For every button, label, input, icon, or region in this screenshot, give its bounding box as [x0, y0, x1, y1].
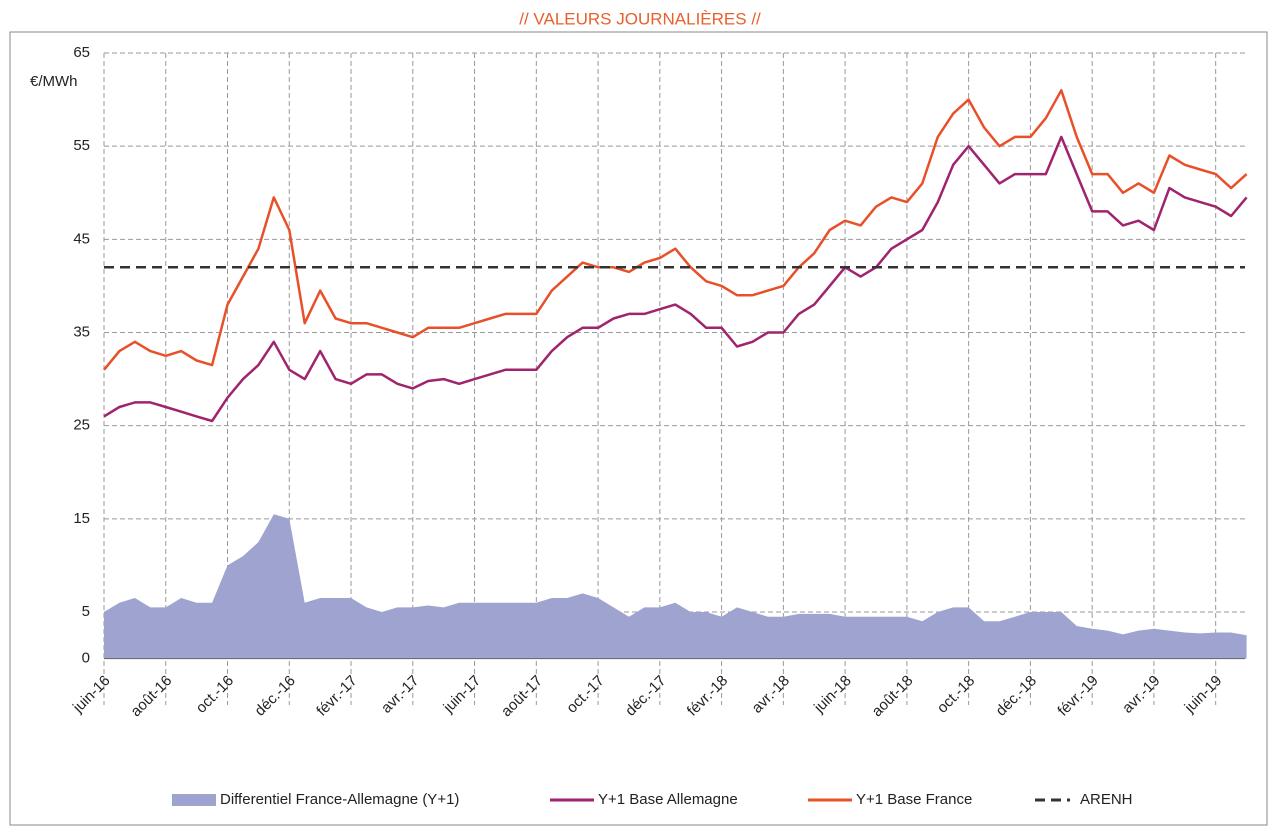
area: [104, 514, 1247, 659]
line: [103, 89, 1248, 371]
x-tick-label: févr.-17: [313, 672, 360, 719]
x-tick-label: oct.-16: [193, 672, 237, 716]
x-tick-label: oct.-17: [563, 672, 607, 716]
y-axis-label: €/MWh: [30, 73, 78, 90]
x-tick-label: juin-17: [440, 672, 485, 717]
x-tick-label: févr.-19: [1054, 672, 1101, 719]
x-tick-label: avr.-19: [1119, 672, 1163, 716]
y-tick-label: 15: [73, 510, 90, 527]
x-tick-label: juin-18: [810, 672, 855, 717]
x-tick-label: juin-16: [69, 672, 114, 717]
x-tick-label: avr.-17: [378, 672, 422, 716]
chart-title: // VALEURS JOURNALIÈRES //: [519, 9, 761, 28]
y-tick-label: 65: [73, 44, 90, 61]
y-tick-label: 5: [82, 603, 90, 620]
y-tick-label: 55: [73, 137, 90, 154]
frame: [9, 31, 1268, 826]
y-tick-label: 25: [73, 417, 90, 434]
legend-label: ARENH: [1080, 791, 1133, 808]
x-tick-label: avr.-18: [749, 672, 793, 716]
line: [103, 135, 1248, 423]
x-tick-label: août-18: [869, 672, 917, 720]
x-tick-label: déc.-18: [993, 672, 1040, 719]
legend-swatch: [172, 794, 216, 806]
x-tick-label: févr.-18: [684, 672, 731, 719]
x-tick-label: août-16: [127, 672, 175, 720]
legend-label: Y+1 Base Allemagne: [598, 791, 738, 808]
y-tick-label: 45: [73, 230, 90, 247]
x-tick-label: déc.-17: [622, 672, 669, 719]
x-tick-label: oct.-18: [934, 672, 978, 716]
legend-label: Differentiel France-Allemagne (Y+1): [220, 791, 459, 808]
x-tick-label: juin-19: [1181, 672, 1226, 717]
y-tick-label: 35: [73, 323, 90, 340]
y-tick-label: 0: [82, 650, 90, 667]
x-tick-label: août-17: [498, 672, 546, 720]
x-tick-label: déc.-16: [252, 672, 299, 719]
legend-label: Y+1 Base France: [856, 791, 972, 808]
